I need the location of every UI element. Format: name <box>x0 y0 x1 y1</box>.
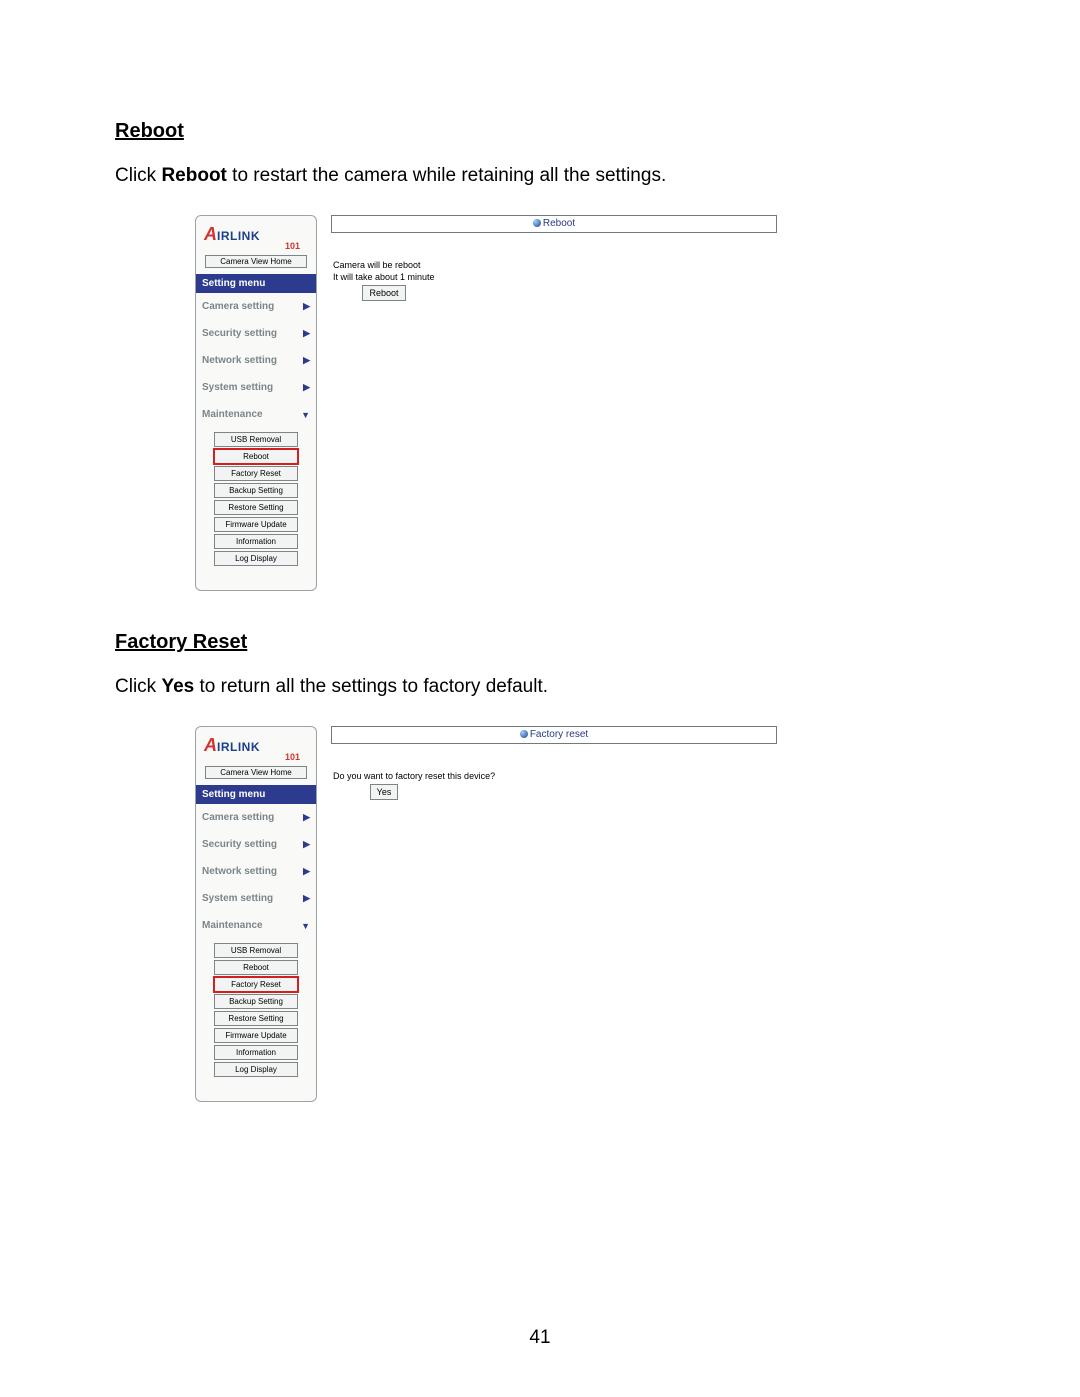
chevron-right-icon: ▶ <box>303 866 310 877</box>
sub-firmware-update-button[interactable]: Firmware Update <box>214 517 298 532</box>
info-line: Camera will be reboot <box>333 259 777 271</box>
chevron-down-icon: ▼ <box>301 921 310 931</box>
text-prefix: Click <box>115 165 161 186</box>
reboot-button[interactable]: Reboot <box>362 285 405 301</box>
text-prefix: Click <box>115 676 161 697</box>
text-bold: Reboot <box>161 165 226 186</box>
sidebar-item-camera-setting[interactable]: Camera setting ▶ <box>200 804 312 831</box>
globe-icon <box>533 219 541 227</box>
info-line: Do you want to factory reset this device… <box>333 770 777 782</box>
menu-label: Security setting <box>202 839 277 850</box>
yes-button[interactable]: Yes <box>370 784 399 800</box>
camera-view-home-button[interactable]: Camera View Home <box>205 255 307 268</box>
chevron-right-icon: ▶ <box>303 301 310 312</box>
title-text: Factory reset <box>530 729 588 740</box>
logo-a-icon: A <box>204 224 217 244</box>
globe-icon <box>520 730 528 738</box>
sidebar-item-maintenance[interactable]: Maintenance ▼ <box>200 401 312 428</box>
text-suffix: to return all the settings to factory de… <box>194 676 548 697</box>
section-heading-factory-reset: Factory Reset <box>115 631 965 654</box>
maintenance-submenu: USB Removal Reboot Factory Reset Backup … <box>200 939 312 1083</box>
screenshot-reboot: AIRLINK 101 Camera View Home Setting men… <box>195 215 777 591</box>
page-title-bar: Reboot <box>331 215 777 233</box>
logo: AIRLINK 101 <box>200 731 312 764</box>
sub-usb-removal-button[interactable]: USB Removal <box>214 943 298 958</box>
chevron-right-icon: ▶ <box>303 893 310 904</box>
chevron-right-icon: ▶ <box>303 839 310 850</box>
logo-a-icon: A <box>204 735 217 755</box>
logo-text: IRLINK <box>217 229 260 243</box>
body-text-reboot: Click Reboot to restart the camera while… <box>115 165 965 187</box>
body-text-factory-reset: Click Yes to return all the settings to … <box>115 676 965 698</box>
sub-usb-removal-button[interactable]: USB Removal <box>214 432 298 447</box>
sidebar-item-security-setting[interactable]: Security setting ▶ <box>200 831 312 858</box>
chevron-right-icon: ▶ <box>303 382 310 393</box>
info-line: It will take about 1 minute <box>333 271 777 283</box>
sidebar-item-system-setting[interactable]: System setting ▶ <box>200 885 312 912</box>
sub-log-display-button[interactable]: Log Display <box>214 551 298 566</box>
sidebar: AIRLINK 101 Camera View Home Setting men… <box>195 215 317 591</box>
logo: AIRLINK 101 <box>200 220 312 253</box>
sub-restore-setting-button[interactable]: Restore Setting <box>214 500 298 515</box>
chevron-right-icon: ▶ <box>303 355 310 366</box>
sidebar-item-maintenance[interactable]: Maintenance ▼ <box>200 912 312 939</box>
menu-label: Camera setting <box>202 812 274 823</box>
sidebar: AIRLINK 101 Camera View Home Setting men… <box>195 726 317 1102</box>
main-content-area: Reboot Camera will be reboot It will tak… <box>317 215 777 301</box>
menu-label: Camera setting <box>202 301 274 312</box>
camera-view-home-button[interactable]: Camera View Home <box>205 766 307 779</box>
sub-restore-setting-button[interactable]: Restore Setting <box>214 1011 298 1026</box>
sub-reboot-button[interactable]: Reboot <box>214 449 298 464</box>
document-page: Reboot Click Reboot to restart the camer… <box>0 0 1080 1397</box>
content-text: Camera will be reboot It will take about… <box>331 233 777 301</box>
sidebar-item-camera-setting[interactable]: Camera setting ▶ <box>200 293 312 320</box>
menu-label: System setting <box>202 893 273 904</box>
menu-label: Maintenance <box>202 409 263 420</box>
sidebar-item-system-setting[interactable]: System setting ▶ <box>200 374 312 401</box>
menu-label: Network setting <box>202 866 277 877</box>
sidebar-item-network-setting[interactable]: Network setting ▶ <box>200 858 312 885</box>
text-suffix: to restart the camera while retaining al… <box>227 165 666 186</box>
section-heading-reboot: Reboot <box>115 120 965 143</box>
setting-menu-header: Setting menu <box>196 274 316 293</box>
content-text: Do you want to factory reset this device… <box>331 744 777 800</box>
main-content-area: Factory reset Do you want to factory res… <box>317 726 777 800</box>
menu-label: Network setting <box>202 355 277 366</box>
button-row: Reboot <box>333 283 435 301</box>
title-text: Reboot <box>543 218 575 229</box>
sub-backup-setting-button[interactable]: Backup Setting <box>214 483 298 498</box>
chevron-right-icon: ▶ <box>303 328 310 339</box>
button-row: Yes <box>333 782 435 800</box>
sub-factory-reset-button[interactable]: Factory Reset <box>214 977 298 992</box>
sub-reboot-button[interactable]: Reboot <box>214 960 298 975</box>
sub-information-button[interactable]: Information <box>214 1045 298 1060</box>
chevron-right-icon: ▶ <box>303 812 310 823</box>
menu-label: Security setting <box>202 328 277 339</box>
setting-menu-header: Setting menu <box>196 785 316 804</box>
sidebar-item-network-setting[interactable]: Network setting ▶ <box>200 347 312 374</box>
sub-firmware-update-button[interactable]: Firmware Update <box>214 1028 298 1043</box>
maintenance-submenu: USB Removal Reboot Factory Reset Backup … <box>200 428 312 572</box>
page-title-bar: Factory reset <box>331 726 777 744</box>
sub-factory-reset-button[interactable]: Factory Reset <box>214 466 298 481</box>
screenshot-factory-reset: AIRLINK 101 Camera View Home Setting men… <box>195 726 777 1102</box>
sidebar-item-security-setting[interactable]: Security setting ▶ <box>200 320 312 347</box>
sub-log-display-button[interactable]: Log Display <box>214 1062 298 1077</box>
text-bold: Yes <box>161 676 194 697</box>
logo-text: IRLINK <box>217 740 260 754</box>
page-number: 41 <box>0 1327 1080 1349</box>
chevron-down-icon: ▼ <box>301 410 310 420</box>
sub-backup-setting-button[interactable]: Backup Setting <box>214 994 298 1009</box>
menu-label: Maintenance <box>202 920 263 931</box>
menu-label: System setting <box>202 382 273 393</box>
sub-information-button[interactable]: Information <box>214 534 298 549</box>
